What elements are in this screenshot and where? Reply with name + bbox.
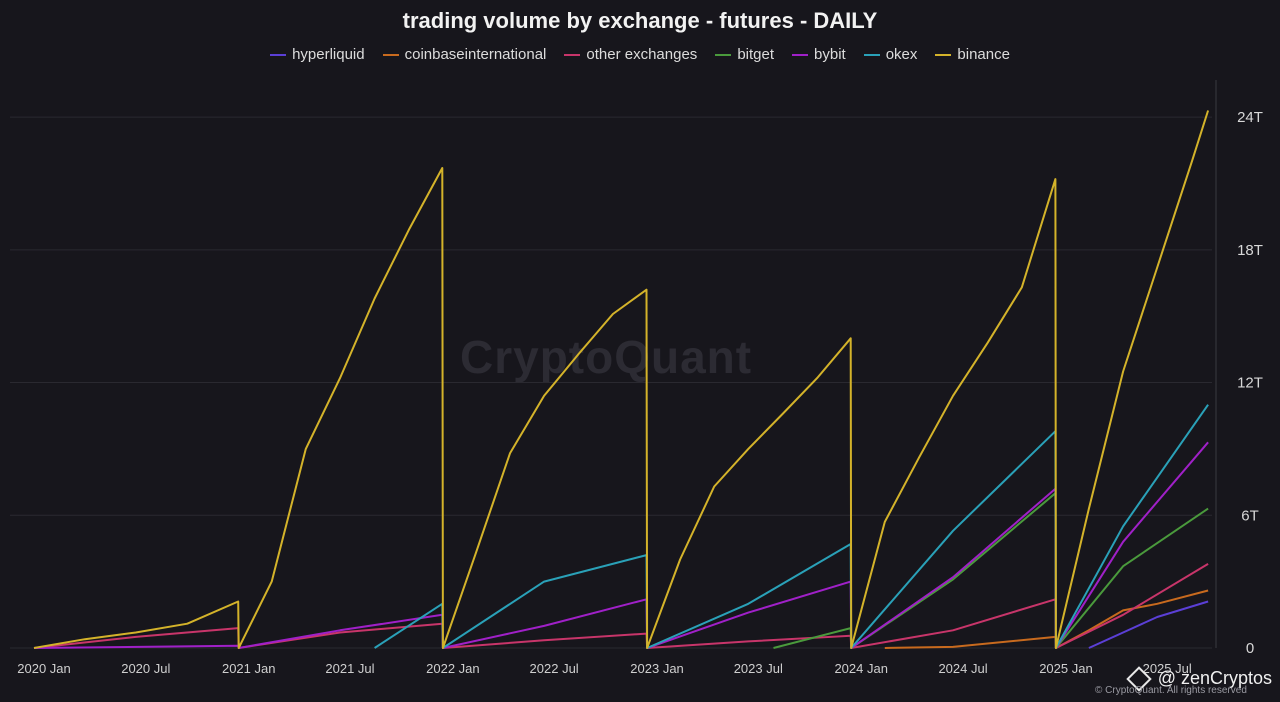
legend-label-binance: binance: [957, 46, 1010, 63]
series-line-okex: [374, 404, 1209, 649]
legend-item-other-exchanges[interactable]: other exchanges: [564, 46, 697, 63]
legend-label-bybit: bybit: [814, 46, 846, 63]
x-tick-label: 2021 Jan: [222, 661, 276, 676]
legend-swatch-coinbaseinternational: [382, 53, 399, 56]
x-tick-label: 2024 Jul: [938, 661, 987, 676]
legend-label-coinbaseinternational: coinbaseinternational: [404, 46, 547, 63]
legend-swatch-bitget: [715, 53, 732, 56]
y-tick-label: 18T: [1237, 242, 1263, 259]
legend-label-bitget: bitget: [737, 46, 775, 63]
author-handle-text: @ zenCryptos: [1157, 668, 1272, 688]
legend-swatch-binance: [935, 53, 952, 56]
x-tick-label: 2021 Jul: [325, 661, 374, 676]
legend-item-okex[interactable]: okex: [863, 46, 918, 63]
y-tick-label: 6T: [1241, 507, 1259, 524]
legend-label-other-exchanges: other exchanges: [586, 46, 698, 63]
series-line-coinbaseinternational: [884, 589, 1209, 649]
legend-item-coinbaseinternational[interactable]: coinbaseinternational: [382, 46, 547, 63]
copyright-notice: © CryptoQuant. All rights reserved: [1095, 685, 1247, 696]
author-handle: @ zenCryptos: [1125, 665, 1272, 692]
legend-item-bitget[interactable]: bitget: [715, 46, 774, 63]
y-axis: 0 6T 12T 18T 24T: [1215, 80, 1263, 657]
x-tick-label: 2022 Jul: [530, 661, 579, 676]
x-tick-label: 2023 Jul: [734, 661, 783, 676]
series-line-binance: [33, 110, 1210, 649]
legend-item-hyperliquid[interactable]: hyperliquid: [270, 46, 365, 63]
legend-swatch-okex: [863, 53, 880, 56]
y-tick-label: 24T: [1237, 109, 1263, 126]
legend-swatch-bybit: [792, 53, 809, 56]
x-axis: 2020 Jan 2020 Jul 2021 Jan 2021 Jul 2022 Jan…: [17, 661, 1192, 676]
chart-title: trading volume by exchange - futures - D…: [402, 8, 878, 33]
legend-label-hyperliquid: hyperliquid: [292, 46, 365, 63]
legend-swatch-hyperliquid: [270, 53, 287, 56]
legend-item-bybit[interactable]: bybit: [792, 46, 846, 63]
x-tick-label: 2025 Jan: [1039, 661, 1093, 676]
x-tick-label: 2024 Jan: [834, 661, 888, 676]
grid-lines: [10, 116, 1212, 649]
series-line-hyperliquid: [1088, 600, 1209, 649]
x-tick-label: 2022 Jan: [426, 661, 480, 676]
legend-item-binance[interactable]: binance: [935, 46, 1010, 63]
y-tick-label: 12T: [1237, 375, 1263, 392]
legend-swatch-other-exchanges: [564, 53, 581, 56]
x-tick-label: 2023 Jan: [630, 661, 684, 676]
series-lines: [33, 110, 1210, 649]
series-line-bitget: [773, 492, 1209, 649]
legend: hyperliquid coinbaseinternational other …: [0, 46, 1280, 63]
watermark: CryptoQuant: [460, 331, 753, 383]
y-tick-label: 0: [1246, 640, 1254, 657]
x-tick-label: 2020 Jul: [121, 661, 170, 676]
x-tick-label: 2025 Jul: [1143, 661, 1192, 676]
x-tick-label: 2020 Jan: [17, 661, 71, 676]
series-line-bybit: [33, 441, 1209, 649]
legend-label-okex: okex: [885, 46, 918, 63]
